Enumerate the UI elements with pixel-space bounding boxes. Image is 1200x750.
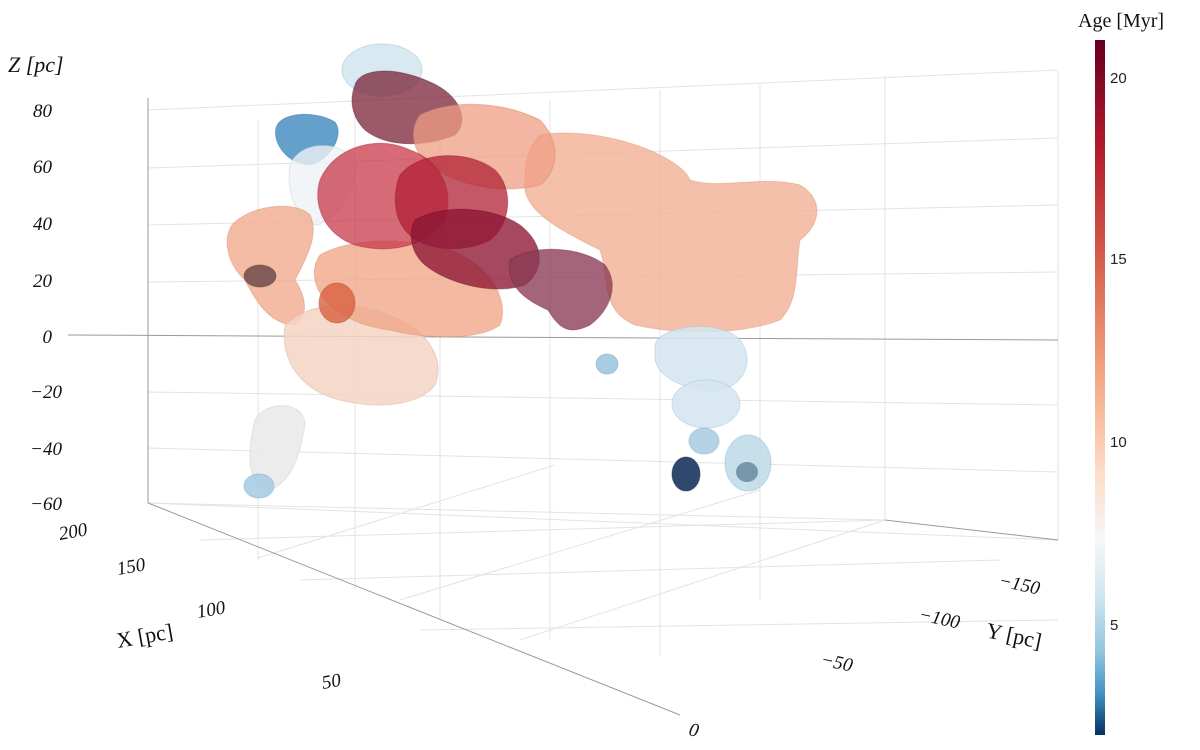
z-tick-label: 60 (33, 157, 53, 178)
cluster-blob (243, 264, 277, 288)
z-tick-label: −40 (30, 439, 62, 460)
y-tick-label: −150 (997, 570, 1042, 599)
colorbar-gradient (1095, 40, 1105, 735)
z-tick-label: 40 (33, 214, 53, 235)
y-axis-line (884, 519, 1059, 541)
x-axis-title: X [pc] (115, 618, 175, 652)
colorbar-tick-label: 10 (1110, 434, 1127, 451)
y-axis-title: Y [pc] (984, 617, 1044, 653)
cluster-blob (524, 132, 818, 333)
cluster-blob (318, 282, 356, 324)
y-tick-label: 0 (687, 719, 701, 742)
cluster-blob (243, 473, 275, 499)
cluster-blob (508, 248, 613, 331)
x-tick-label: 50 (320, 670, 343, 694)
z-tick-label: 20 (33, 271, 53, 292)
y-tick-label: −100 (917, 604, 962, 633)
axis-lines (67, 98, 1059, 716)
x-tick-label: 150 (115, 554, 147, 580)
cluster-blob (688, 427, 720, 455)
colorbar-tick-label: 20 (1110, 70, 1127, 87)
y-tick-labels: −150 −100 −50 0 (687, 570, 1042, 742)
cluster-blob (671, 456, 701, 492)
zero-plane-line (67, 334, 1059, 341)
colorbar-tick-label: 5 (1110, 617, 1118, 634)
cluster-blob (226, 205, 314, 326)
cluster-blob (654, 325, 748, 391)
colorbar-title: Age [Myr] (1078, 10, 1164, 32)
y-tick-label: −50 (819, 649, 855, 676)
cluster-blob (671, 379, 741, 429)
colorbar-tick-label: 15 (1110, 251, 1127, 268)
z-tick-labels: 80 60 40 20 0 −20 −40 −60 (30, 101, 62, 515)
clusters (226, 43, 818, 499)
colorbar: Age [Myr] 20 15 10 5 (1078, 10, 1164, 735)
cluster-blob (249, 405, 306, 491)
cluster-blob (736, 462, 758, 482)
x-tick-labels: 200 150 100 50 (57, 519, 343, 694)
z-axis-title: Z [pc] (8, 52, 64, 77)
x-tick-label: 100 (195, 597, 227, 623)
cluster-blob (595, 353, 619, 375)
z-tick-label: −60 (30, 494, 62, 515)
z-tick-label: −20 (30, 382, 62, 403)
x-tick-label: 200 (57, 519, 89, 545)
z-tick-label: 0 (43, 327, 53, 348)
z-tick-label: 80 (33, 101, 53, 122)
x-axis-line (147, 502, 681, 716)
